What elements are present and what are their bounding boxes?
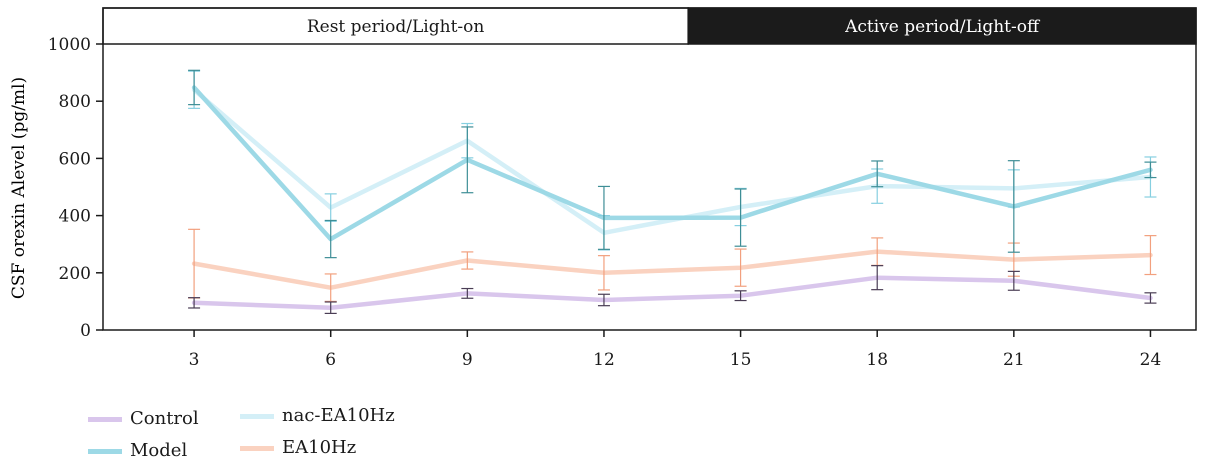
y-tick-label: 800: [59, 92, 91, 112]
y-tick-label: 0: [80, 321, 91, 341]
error-bar-model: [324, 219, 337, 259]
x-tick-label: 12: [593, 350, 615, 370]
legend-item-ea10hz: EA10Hz: [240, 437, 356, 458]
error-bar-ea10hz: [1144, 235, 1157, 276]
series-line-nac-ea10hz: [191, 87, 1153, 236]
y-tick-label: 400: [59, 207, 91, 227]
x-tick-label: 6: [325, 350, 336, 370]
error-bar-control: [188, 297, 201, 309]
legend-item-model: Model: [88, 440, 187, 461]
legend-swatch-control: [88, 416, 122, 422]
error-bar-control: [597, 293, 610, 307]
error-bar-model: [1144, 161, 1157, 179]
legend-label-nac-ea10hz: nac-EA10Hz: [282, 405, 395, 426]
error-bar-control: [871, 265, 884, 291]
error-bar-ea10hz: [461, 251, 474, 270]
legend-item-control: Control: [88, 408, 199, 429]
y-tick-label: 600: [59, 149, 91, 169]
error-bar-model: [871, 160, 884, 188]
error-bar-model: [734, 188, 747, 247]
error-bar-control: [1144, 292, 1157, 304]
error-bar-ea10hz: [734, 248, 747, 287]
legend-label-model: Model: [130, 440, 188, 461]
legend-swatch-model: [88, 448, 122, 454]
legend-label-ea10hz: EA10Hz: [282, 437, 357, 458]
series-line-control: [191, 275, 1153, 310]
x-tick-label: 3: [189, 350, 200, 370]
x-tick-label: 21: [1003, 350, 1025, 370]
x-tick-label: 9: [462, 350, 473, 370]
legend-swatch-nac-ea10hz: [240, 413, 274, 419]
error-bar-ea10hz: [597, 255, 610, 291]
x-tick-label: 18: [866, 350, 888, 370]
x-tick-label: 24: [1140, 350, 1162, 370]
error-bar-model: [188, 69, 201, 106]
error-bar-control: [1007, 270, 1020, 291]
error-bar-control: [324, 301, 337, 315]
legend-swatch-ea10hz: [240, 445, 274, 451]
legend-item-nac-ea10hz: nac-EA10Hz: [240, 405, 395, 426]
y-tick-label: 1000: [48, 35, 91, 55]
plot-frame: [102, 7, 1197, 331]
period-band-label-0: Rest period/Light-on: [307, 17, 485, 37]
axes: 0 200 400 600 800 1000 3 6 9 12 15 18 21 24: [48, 7, 1197, 370]
period-band-1: [687, 7, 1197, 45]
error-bar-control: [734, 290, 747, 302]
period-bands: Rest period/Light-on Active period/Light-…: [102, 7, 1197, 45]
series-line-ea10hz: [191, 249, 1153, 290]
error-bar-model: [597, 185, 610, 250]
series-layer: [188, 69, 1157, 315]
x-tick-label: 15: [730, 350, 752, 370]
legend-label-control: Control: [130, 408, 199, 429]
period-band-label-1: Active period/Light-off: [844, 17, 1041, 37]
period-band-0: [102, 7, 689, 45]
y-axis-label: CSF orexin Alevel (pg/ml): [9, 77, 29, 299]
error-bar-model: [1007, 160, 1020, 253]
y-tick-label: 200: [59, 264, 91, 284]
series-line-model: [191, 85, 1153, 242]
error-bar-control: [461, 287, 474, 299]
error-bar-model: [461, 126, 474, 194]
